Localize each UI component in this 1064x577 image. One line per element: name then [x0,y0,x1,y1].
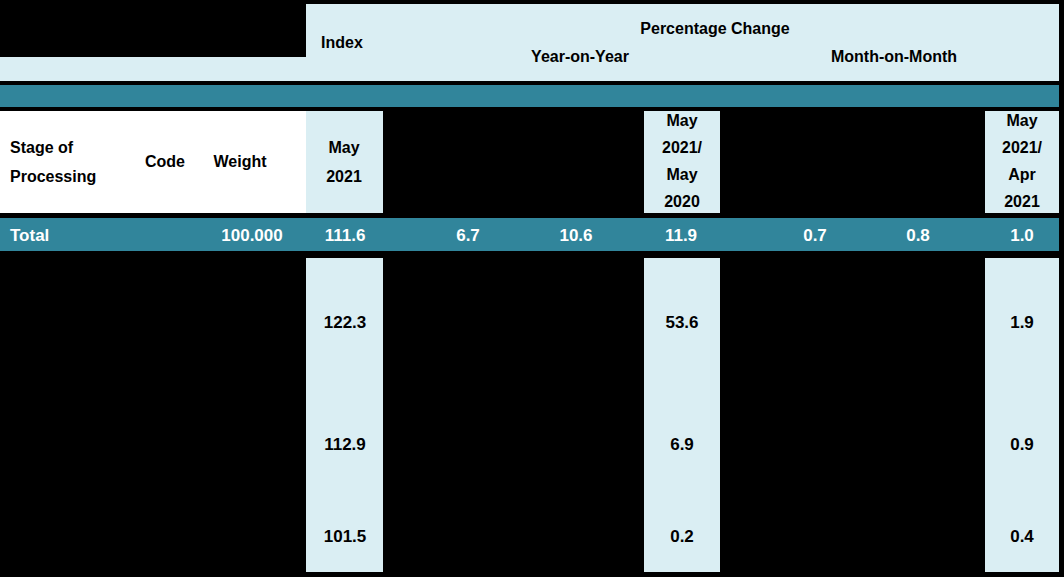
row2-yoy-value: 6.9 [670,436,694,453]
row3-mom-value: 0.4 [1010,528,1034,545]
code-header: Code [145,148,185,176]
row3-yoy-value: 0.2 [670,528,694,545]
total-yoy-value-1: 6.7 [456,227,480,244]
index-column-strip [306,258,383,572]
stage-of-processing-header: Stage of Processing [10,133,96,191]
mom-period-header: May 2021/ Apr 2021 [1002,107,1042,215]
row2-index-value: 112.9 [324,436,366,453]
row1-yoy-value: 53.6 [665,314,698,331]
total-mom-value-1: 0.7 [803,227,827,244]
row1-index-value: 122.3 [324,314,367,331]
row3-index-value: 101.5 [324,528,367,545]
total-row-label: Total [10,227,49,244]
index-period-header: May 2021 [326,133,362,191]
redacted-title-block [0,0,306,57]
total-mom-value-2: 0.8 [906,227,930,244]
table-right-border [1059,0,1064,577]
total-yoy-value-3: 11.9 [665,227,697,244]
teal-divider-band [0,85,1064,107]
total-weight-value: 100.000 [221,227,282,244]
row1-mom-value: 1.9 [1010,314,1034,331]
yoy-column-strip [644,258,720,572]
total-index-value: 111.6 [325,227,366,244]
month-on-month-group-label: Month-on-Month [831,43,957,71]
total-row [0,218,1064,251]
row2-mom-value: 0.9 [1010,436,1034,453]
stage-of-processing-index-table: Index Percentage Change Year-on-Year Mon… [0,0,1064,577]
total-mom-value-3: 1.0 [1010,227,1034,244]
mom-column-strip [985,258,1059,572]
year-on-year-group-label: Year-on-Year [531,43,629,71]
index-group-label: Index [321,28,363,57]
redacted-header-cell-yoy [383,111,644,213]
redacted-header-cell-mom [720,111,985,213]
weight-header: Weight [213,148,266,176]
percentage-change-group-label: Percentage Change [640,15,789,43]
total-yoy-value-2: 10.6 [559,227,592,244]
yoy-period-header: May 2021/ May 2020 [662,107,702,215]
